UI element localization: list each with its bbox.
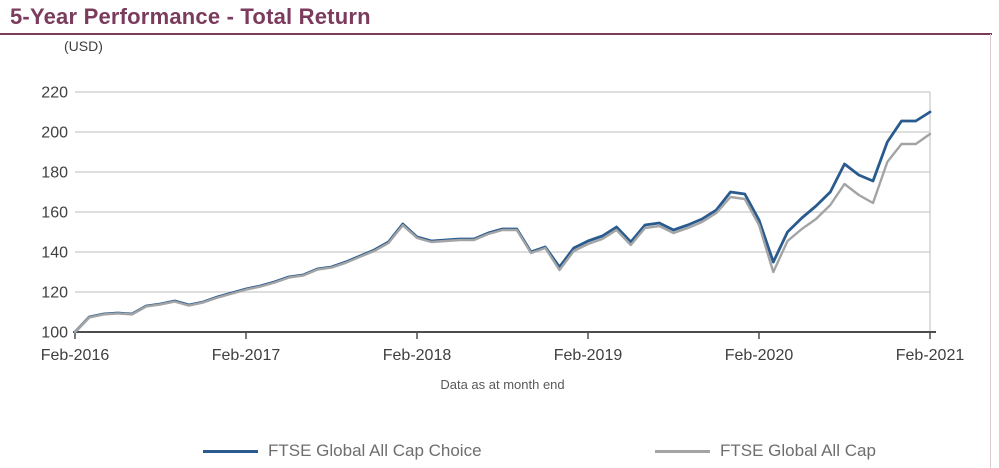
y-tick-label-200: 200 (41, 125, 68, 142)
x-tick-label-Feb-2019: Feb-2019 (554, 347, 623, 364)
series-line-ftse-global-all-cap (73, 132, 932, 334)
y-axis-unit-label: (USD) (64, 38, 103, 54)
y-tick-label-140: 140 (41, 245, 68, 262)
y-tick-label-220: 220 (41, 85, 68, 102)
page-title: 5-Year Performance - Total Return (10, 4, 371, 29)
x-tick-label-Feb-2021: Feb-2021 (896, 347, 965, 364)
x-tick-label-Feb-2020: Feb-2020 (725, 347, 794, 364)
x-tick-label-Feb-2018: Feb-2018 (383, 347, 452, 364)
series-line-ftse-global-all-cap-choice (73, 110, 932, 334)
title-divider-rule (0, 33, 992, 35)
y-tick-label-180: 180 (41, 165, 68, 182)
right-edge-line (990, 34, 991, 468)
y-tick-label-160: 160 (41, 205, 68, 222)
x-tick-label-Feb-2017: Feb-2017 (212, 347, 281, 364)
x-tick-label-Feb-2016: Feb-2016 (41, 347, 110, 364)
y-tick-label-120: 120 (41, 285, 68, 302)
chart-caption: Data as at month end (440, 377, 565, 392)
y-tick-label-100: 100 (41, 325, 68, 342)
